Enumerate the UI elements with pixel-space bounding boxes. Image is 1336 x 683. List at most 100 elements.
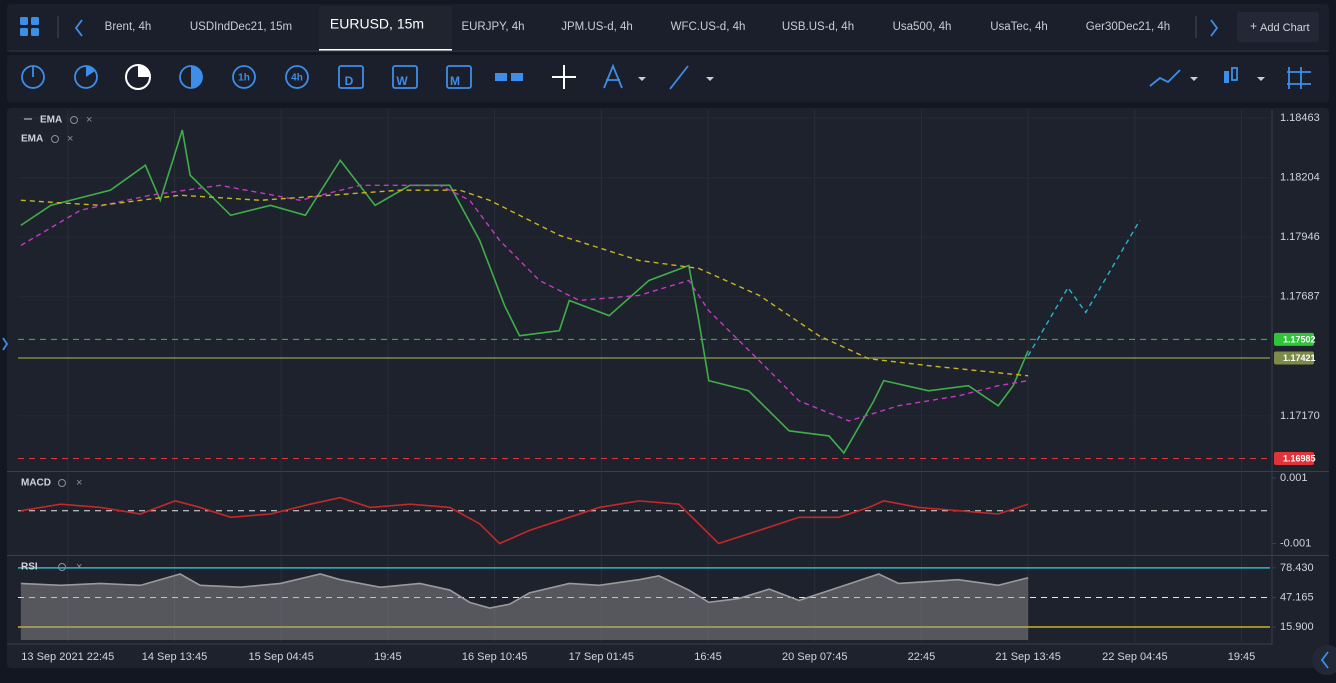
level-badge bbox=[1274, 351, 1314, 365]
icon-wedge bbox=[138, 65, 150, 77]
tool-range bbox=[511, 73, 523, 81]
tab[interactable]: UsaTec, 4h bbox=[990, 21, 1048, 33]
tf-label: 1h bbox=[238, 73, 250, 84]
toolbar bbox=[7, 55, 1329, 102]
x-tick-label: 22 Sep 04:45 bbox=[1102, 651, 1167, 663]
add-chart-label[interactable]: Add Chart bbox=[1260, 22, 1310, 34]
tool-fib[interactable] bbox=[603, 63, 623, 89]
legend-label: EMA bbox=[21, 134, 43, 145]
dropdown[interactable] bbox=[1190, 77, 1198, 81]
y-tick-label: 1.18463 bbox=[1280, 112, 1320, 124]
add-chart-button[interactable] bbox=[1237, 12, 1319, 42]
icon-square bbox=[31, 17, 39, 25]
x-tick-label: 14 Sep 13:45 bbox=[142, 651, 207, 663]
tab[interactable]: EURUSD, 15m bbox=[330, 16, 424, 32]
scroll-icon bbox=[1320, 651, 1329, 669]
tf-4h[interactable] bbox=[285, 65, 309, 89]
level-label: 1.17502 bbox=[1283, 334, 1316, 344]
settings-icon bbox=[58, 479, 66, 487]
tab[interactable]: USDIndDec21, 15m bbox=[190, 21, 292, 33]
tool-crosshair[interactable] bbox=[552, 65, 576, 89]
dropdown[interactable] bbox=[638, 77, 646, 81]
icon-square bbox=[31, 28, 39, 36]
tab[interactable]: WFC.US-d, 4h bbox=[671, 21, 746, 33]
y-tick-label: 1.17687 bbox=[1280, 291, 1320, 303]
tool-chart-type bbox=[1231, 67, 1238, 81]
tab[interactable]: Ger30Dec21, 4h bbox=[1086, 21, 1170, 33]
y-tick-label: 47.165 bbox=[1280, 591, 1314, 603]
plus-icon: + bbox=[1250, 19, 1257, 33]
tab[interactable]: USB.US-d, 4h bbox=[782, 21, 854, 33]
y-tick-label: 15.900 bbox=[1280, 621, 1314, 633]
area-fill bbox=[20, 574, 1029, 640]
panel-title: MACD bbox=[21, 478, 51, 489]
icon-wedge bbox=[191, 66, 202, 88]
series-line bbox=[20, 189, 1029, 377]
level-label: 1.17421 bbox=[1283, 353, 1316, 363]
tool-grid[interactable] bbox=[1287, 67, 1311, 89]
y-tick-label: 0.001 bbox=[1280, 472, 1308, 484]
close-icon: × bbox=[76, 561, 82, 573]
series-line bbox=[20, 129, 1029, 455]
tf-w[interactable] bbox=[392, 65, 418, 89]
series-line bbox=[20, 573, 1029, 609]
side-toggle[interactable] bbox=[2, 337, 9, 351]
close-icon: × bbox=[67, 133, 73, 145]
settings-icon bbox=[58, 563, 66, 571]
x-tick-label: 17 Sep 01:45 bbox=[569, 651, 634, 663]
active-tab-bg bbox=[319, 6, 452, 50]
tab-scroll-left[interactable] bbox=[74, 19, 83, 37]
x-tick-label: 19:45 bbox=[374, 651, 402, 663]
legend-label: EMA bbox=[40, 115, 62, 126]
level-badge bbox=[1274, 332, 1314, 346]
series-line bbox=[20, 184, 1029, 422]
icon-square bbox=[20, 17, 28, 25]
icon-square bbox=[20, 28, 28, 36]
tool-indicators[interactable] bbox=[1149, 69, 1181, 87]
settings-icon bbox=[70, 116, 78, 124]
icon-wedge bbox=[86, 66, 95, 77]
y-tick-label: 1.18204 bbox=[1280, 172, 1320, 184]
tool-line[interactable] bbox=[669, 65, 689, 90]
settings-icon bbox=[51, 135, 59, 143]
tab-scroll-right[interactable] bbox=[1210, 19, 1219, 37]
x-tick-label: 16 Sep 10:45 bbox=[462, 651, 527, 663]
tool-range[interactable] bbox=[495, 73, 507, 81]
tf-label: D bbox=[345, 74, 354, 88]
tab[interactable]: Usa500, 4h bbox=[893, 21, 952, 33]
tf-1h[interactable] bbox=[232, 65, 256, 89]
level-badge bbox=[1274, 451, 1314, 465]
tf-d[interactable] bbox=[338, 65, 364, 89]
tab[interactable]: EURJPY, 4h bbox=[461, 21, 524, 33]
tab[interactable]: JPM.US-d, 4h bbox=[561, 21, 633, 33]
tf-label: W bbox=[396, 74, 408, 88]
tool-chart-type[interactable] bbox=[1224, 71, 1229, 83]
x-tick-label: 19:45 bbox=[1228, 651, 1256, 663]
y-tick-label: 1.17946 bbox=[1280, 231, 1320, 243]
chart-panel bbox=[7, 108, 1329, 668]
drawing-tools bbox=[495, 63, 1311, 90]
series-line bbox=[1027, 219, 1141, 357]
x-tick-label: 13 Sep 2021 22:45 bbox=[21, 651, 114, 663]
series-line bbox=[20, 496, 1029, 545]
x-tick-label: 16:45 bbox=[694, 651, 722, 663]
close-icon: × bbox=[86, 114, 92, 126]
level-label: 1.16985 bbox=[1283, 453, 1316, 463]
scroll-button[interactable] bbox=[1312, 645, 1336, 675]
y-tick-label: -0.001 bbox=[1280, 537, 1311, 549]
tf-m[interactable] bbox=[446, 65, 472, 89]
close-icon: × bbox=[76, 477, 82, 489]
x-tick-label: 15 Sep 04:45 bbox=[248, 651, 313, 663]
dropdown[interactable] bbox=[706, 77, 714, 81]
dropdown[interactable] bbox=[1257, 77, 1265, 81]
y-tick-label: 78.430 bbox=[1280, 562, 1314, 574]
x-tick-label: 22:45 bbox=[908, 651, 936, 663]
tab[interactable]: Brent, 4h bbox=[105, 21, 152, 33]
layout-icon[interactable] bbox=[20, 17, 39, 36]
tf-label: M bbox=[450, 74, 460, 88]
tf-label: 4h bbox=[291, 73, 303, 84]
panel-title: RSI bbox=[21, 562, 38, 573]
